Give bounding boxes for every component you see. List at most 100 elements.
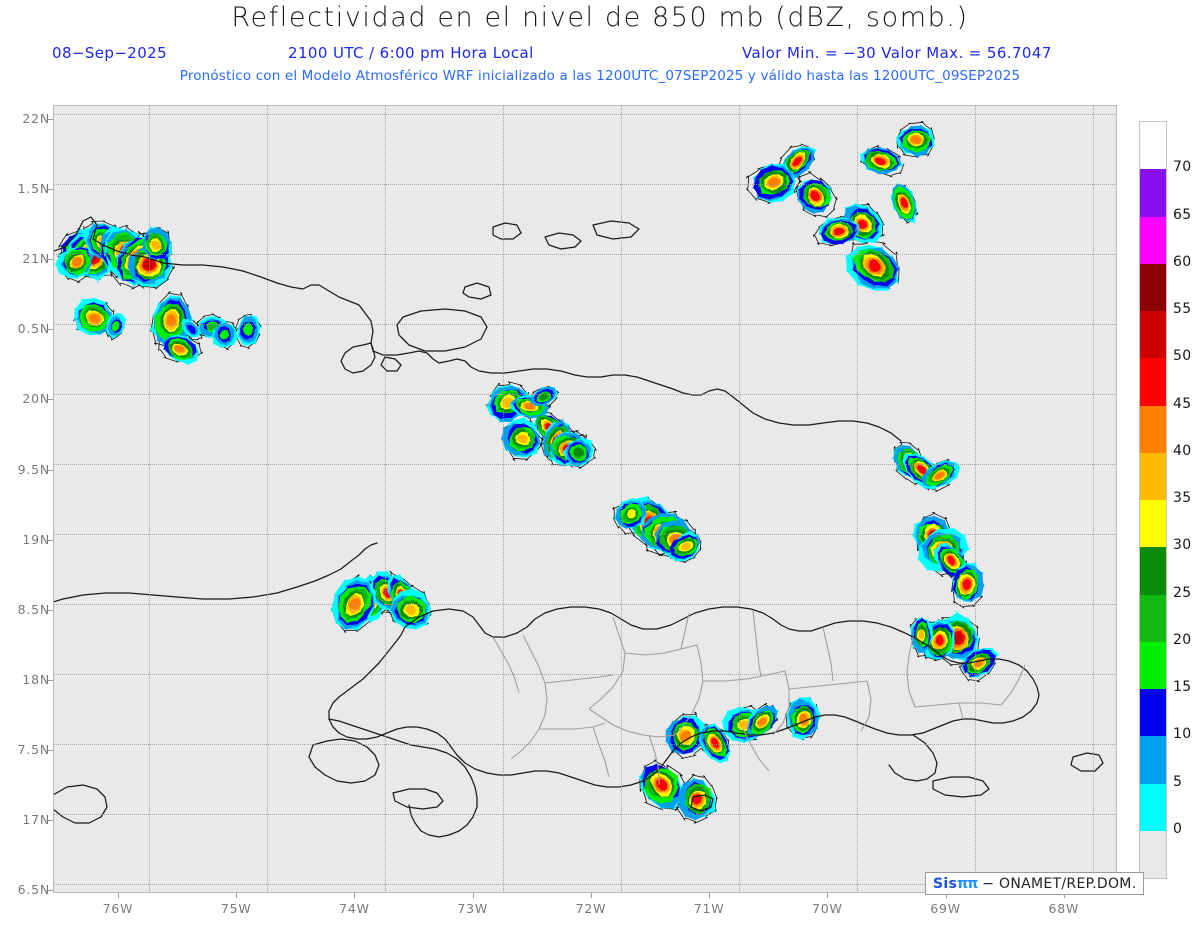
radar-echo-cell — [918, 628, 925, 640]
radar-echo-cell — [404, 604, 417, 616]
gridline-horizontal — [53, 744, 1117, 745]
longitude-tick-label: 74W — [339, 901, 370, 916]
logo-pi-icon: ππ — [957, 875, 978, 892]
gridline-horizontal — [53, 254, 1117, 255]
longitude-tick-label: 68W — [1048, 901, 1080, 916]
gridline-horizontal — [53, 674, 1117, 675]
gridline-vertical — [503, 105, 504, 893]
radar-echo-cell — [934, 472, 945, 480]
colorbar-segment — [1140, 547, 1166, 595]
radar-echo-cell — [348, 597, 361, 611]
latitude-tick-mark — [48, 749, 53, 751]
gridline-vertical — [739, 105, 740, 893]
colorbar-segment — [1140, 736, 1166, 784]
radar-echo-cell — [757, 718, 768, 726]
radar-echo-cell — [910, 135, 922, 145]
agency-logo: Sis ππ − ONAMET/REP.DOM. — [925, 872, 1145, 895]
gridline-vertical — [1093, 105, 1094, 893]
longitude-tick-mark — [236, 893, 238, 898]
longitude-tick-mark — [472, 893, 474, 898]
longitude-tick-mark — [827, 893, 829, 898]
model-description: Pronóstico con el Modelo Atmosférico WRF… — [179, 68, 1021, 84]
gridline-vertical — [621, 105, 622, 893]
latitude-tick-mark — [48, 189, 53, 191]
gridline-vertical — [385, 105, 386, 893]
radar-echo-cell — [242, 322, 254, 337]
radar-echo-cell — [186, 324, 196, 335]
colorbar-segment — [1140, 594, 1166, 642]
colorbar-tick-label: 55 — [1173, 301, 1192, 317]
radar-echo-cell — [932, 615, 980, 666]
radar-echo-cell — [151, 240, 161, 250]
gridline-horizontal — [53, 394, 1117, 395]
colorbar-segment — [1140, 500, 1166, 548]
latitude-tick-label: 7.5N — [17, 741, 50, 757]
province-boundary-layer — [492, 610, 1026, 785]
radar-echo-cell — [111, 320, 120, 332]
radar-echo-cell — [874, 157, 886, 166]
radar-echo-cell — [952, 632, 963, 645]
colorbar-tick-label: 20 — [1173, 631, 1192, 648]
radar-echo-cell — [219, 329, 230, 340]
gridline-vertical — [975, 105, 976, 893]
latitude-tick-label: 17N — [22, 812, 50, 828]
gridline-horizontal — [53, 324, 1117, 325]
colorbar-tick-label: 10 — [1173, 726, 1192, 743]
longitude-tick-mark — [590, 893, 592, 898]
longitude-tick-label: 75W — [220, 901, 252, 916]
colorbar-segment — [1140, 358, 1166, 406]
colorbar-tick-label: 70 — [1173, 159, 1192, 176]
radar-echo-cell — [681, 542, 691, 551]
latitude-tick-mark — [48, 259, 53, 261]
logo-org-text: − ONAMET/REP.DOM. — [982, 875, 1137, 892]
colorbar-tick-label: 50 — [1173, 348, 1192, 365]
latitude-tick-mark — [48, 399, 53, 401]
latitude-tick-label: 9.5N — [17, 461, 50, 477]
colorbar-tick-label: 30 — [1173, 537, 1192, 554]
latitude-tick-mark — [48, 679, 53, 681]
colorbar-tick-label: 35 — [1173, 490, 1192, 506]
gridline-vertical — [267, 105, 268, 893]
radar-echo-cell — [524, 402, 535, 410]
forecast-time: 2100 UTC / 6:00 pm Hora Local — [288, 44, 534, 62]
colorbar-segment — [1140, 783, 1166, 831]
radar-echo-cell — [173, 344, 185, 353]
latitude-tick-label: 8.5N — [17, 601, 50, 617]
gridline-horizontal — [53, 464, 1117, 465]
gridline-horizontal — [53, 114, 1117, 115]
map-vector-layer — [53, 121, 1104, 838]
colorbar-segment — [1140, 169, 1166, 217]
latitude-tick-label: 19N — [22, 531, 50, 547]
radar-echo-cell — [857, 219, 868, 229]
latitude-tick-label: 22N — [22, 111, 50, 127]
latitude-tick-mark — [48, 890, 53, 892]
colorbar-segment — [1140, 830, 1166, 878]
gridline-horizontal — [53, 604, 1117, 605]
radar-echo-layer — [54, 121, 1000, 824]
longitude-tick-mark — [118, 893, 120, 898]
colorbar-tick-label: 65 — [1173, 206, 1192, 223]
colorbar-segment — [1140, 452, 1166, 500]
radar-echo-cell — [896, 121, 935, 158]
radar-echo-cell — [962, 579, 972, 591]
colorbar-segment — [1140, 641, 1166, 689]
latitude-tick-label: 1.5N — [17, 181, 50, 197]
page-title: Reflectividad en el nivel de 850 mb (dBZ… — [231, 2, 969, 33]
colorbar-segment — [1140, 122, 1166, 170]
colorbar-tick-label: 5 — [1173, 773, 1183, 790]
longitude-tick-label: 72W — [575, 901, 607, 916]
longitude-tick-label: 69W — [930, 901, 961, 916]
colorbar-segment — [1140, 689, 1166, 737]
latitude-tick-label: 21N — [22, 251, 50, 267]
latitude-tick-mark — [48, 609, 53, 611]
colorbar-segment — [1140, 405, 1166, 453]
colorbar-segment — [1140, 263, 1166, 311]
longitude-tick-mark — [945, 893, 947, 898]
radar-echo-cell — [792, 156, 803, 167]
colorbar-segment — [1140, 311, 1166, 359]
coastline-layer — [53, 216, 1104, 838]
latitude-tick-label: 0.5N — [17, 321, 50, 337]
radar-echo-cell — [166, 313, 177, 327]
radar-echo-cell — [935, 634, 944, 646]
radar-echo-cell — [917, 465, 928, 475]
